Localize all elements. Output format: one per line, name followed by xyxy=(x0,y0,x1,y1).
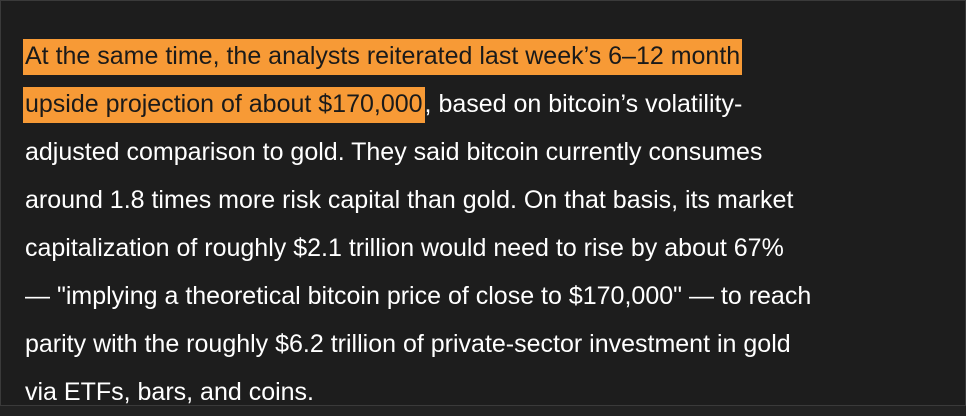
article-paragraph: At the same time, the analysts reiterate… xyxy=(23,32,955,416)
highlighted-text: At the same time, the analysts reiterate… xyxy=(23,39,743,75)
article-frame: At the same time, the analysts reiterate… xyxy=(0,0,966,406)
paragraph-line-7: parity with the roughly $6.2 trillion of… xyxy=(25,330,791,358)
paragraph-line-1: At the same time, the analysts reiterate… xyxy=(23,32,955,80)
paragraph-line-4: around 1.8 times more risk capital than … xyxy=(25,186,794,214)
paragraph-line-6: — "implying a theoretical bitcoin price … xyxy=(25,282,812,310)
highlighted-text: upside projection of about $170,000 xyxy=(23,87,425,123)
paragraph-line-8: via ETFs, bars, and coins. xyxy=(25,378,315,406)
paragraph-line-3: adjusted comparison to gold. They said b… xyxy=(25,138,763,166)
paragraph-line-5: capitalization of roughly $2.1 trillion … xyxy=(25,234,784,262)
paragraph-line-2: upside projection of about $170,000, bas… xyxy=(23,80,955,128)
paragraph-text: , based on bitcoin’s volatility- xyxy=(424,90,743,118)
